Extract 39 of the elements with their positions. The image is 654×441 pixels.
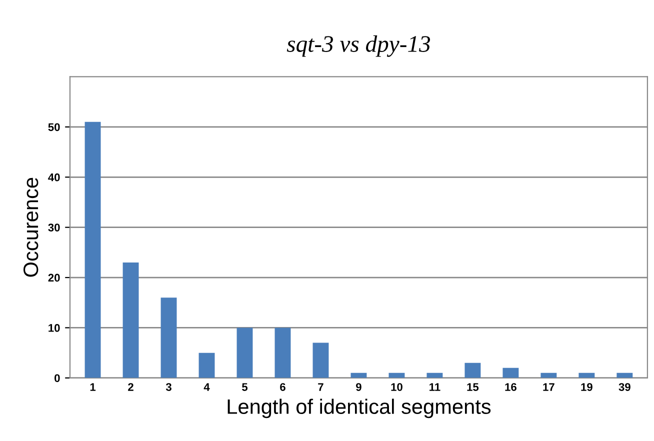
x-tick-label: 1 <box>90 383 96 391</box>
x-tick-label: 2 <box>128 383 134 391</box>
bar <box>616 372 633 378</box>
y-tick-label: 20 <box>48 274 60 282</box>
x-tick-label: 11 <box>430 383 440 391</box>
bar <box>122 262 139 378</box>
x-tick-label: 5 <box>242 383 248 391</box>
x-tick-label: 9 <box>356 383 362 391</box>
bar <box>198 352 215 378</box>
bar <box>540 372 557 378</box>
x-tick-label: 16 <box>505 383 516 391</box>
chart-title: sqt-3 vs dpy-13 <box>286 35 430 57</box>
y-tick-label: 0 <box>54 374 60 382</box>
x-tick-label: 15 <box>467 383 479 391</box>
x-tick-label: 4 <box>204 383 210 391</box>
y-axis-title: Occurence <box>23 178 38 277</box>
bar <box>350 372 367 378</box>
bar <box>464 362 481 378</box>
x-tick-label: 7 <box>318 383 324 391</box>
bar <box>502 368 519 378</box>
bar <box>388 372 405 378</box>
x-tick-label: 6 <box>280 383 286 391</box>
bar <box>160 298 177 378</box>
x-tick-label: 10 <box>391 383 402 391</box>
bar <box>426 372 443 378</box>
x-tick-label: 19 <box>581 383 592 391</box>
y-tick-label: 10 <box>48 324 60 332</box>
bar <box>578 372 595 378</box>
bar <box>312 342 329 378</box>
bar <box>236 328 253 378</box>
y-tick-label: 50 <box>48 123 60 132</box>
x-tick-label: 39 <box>618 383 630 391</box>
bar <box>274 328 291 378</box>
y-tick-label: 30 <box>48 224 60 232</box>
bar <box>84 122 101 378</box>
x-tick-label: 3 <box>166 383 172 391</box>
y-tick-label: 40 <box>48 173 60 182</box>
x-tick-label: 17 <box>543 383 554 391</box>
x-axis-title: Length of identical segments <box>228 398 491 418</box>
